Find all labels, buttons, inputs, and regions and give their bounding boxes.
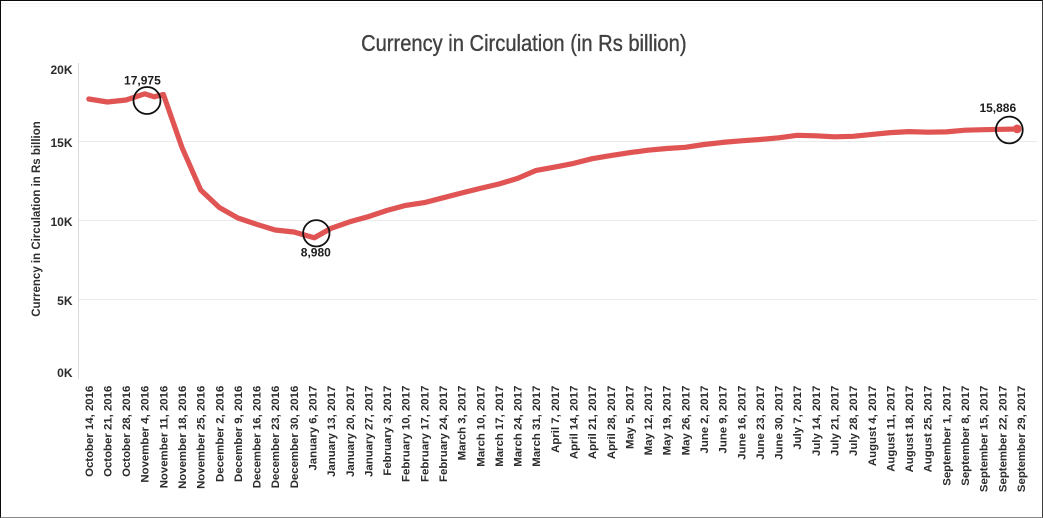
svg-text:October 14, 2016: October 14, 2016 [84, 386, 96, 477]
svg-text:August 11, 2017: August 11, 2017 [885, 386, 897, 472]
svg-text:April 14, 2017: April 14, 2017 [569, 386, 581, 459]
svg-text:May 12, 2017: May 12, 2017 [643, 386, 655, 456]
svg-text:November 25, 2016: November 25, 2016 [196, 386, 208, 489]
svg-text:November 18, 2016: November 18, 2016 [177, 386, 189, 489]
svg-text:April 21, 2017: April 21, 2017 [587, 386, 599, 459]
svg-text:February 24, 2017: February 24, 2017 [438, 386, 450, 482]
svg-text:July 7, 2017: July 7, 2017 [792, 386, 804, 450]
svg-text:17,975: 17,975 [124, 74, 161, 88]
svg-text:June 16, 2017: June 16, 2017 [736, 386, 748, 460]
svg-text:December 16, 2016: December 16, 2016 [252, 386, 264, 489]
svg-text:September 1, 2017: September 1, 2017 [941, 386, 953, 486]
svg-text:August 18, 2017: August 18, 2017 [904, 386, 916, 473]
svg-text:March 31, 2017: March 31, 2017 [531, 386, 543, 467]
svg-text:September 8, 2017: September 8, 2017 [960, 386, 972, 486]
svg-text:October 28, 2016: October 28, 2016 [121, 386, 133, 477]
svg-text:September 15, 2017: September 15, 2017 [979, 386, 991, 492]
svg-text:March 24, 2017: March 24, 2017 [513, 386, 525, 467]
svg-text:February 10, 2017: February 10, 2017 [401, 386, 413, 482]
svg-text:Currency in Circulation (in Rs: Currency in Circulation (in Rs billion) [361, 30, 686, 57]
svg-text:10K: 10K [50, 215, 72, 229]
svg-text:December 9, 2016: December 9, 2016 [233, 386, 245, 482]
svg-text:January 20, 2017: January 20, 2017 [345, 386, 357, 477]
svg-text:June 23, 2017: June 23, 2017 [755, 386, 767, 460]
svg-text:March 3, 2017: March 3, 2017 [457, 386, 469, 461]
svg-text:February 3, 2017: February 3, 2017 [382, 386, 394, 476]
svg-text:April 7, 2017: April 7, 2017 [550, 386, 562, 453]
svg-text:November 11, 2016: November 11, 2016 [158, 386, 170, 489]
svg-text:20K: 20K [50, 63, 72, 77]
svg-text:September 22, 2017: September 22, 2017 [997, 386, 1009, 492]
svg-text:October 21, 2016: October 21, 2016 [102, 386, 114, 477]
svg-text:June 30, 2017: June 30, 2017 [774, 386, 786, 460]
svg-text:0K: 0K [57, 366, 73, 380]
svg-text:July 28, 2017: July 28, 2017 [848, 386, 860, 456]
svg-text:July 14, 2017: July 14, 2017 [811, 386, 823, 456]
svg-text:15,886: 15,886 [979, 101, 1016, 115]
svg-text:August 25, 2017: August 25, 2017 [923, 386, 935, 473]
svg-text:15K: 15K [50, 136, 72, 150]
svg-text:August 4, 2017: August 4, 2017 [867, 386, 879, 466]
svg-text:March 17, 2017: March 17, 2017 [494, 386, 506, 467]
svg-text:May 5, 2017: May 5, 2017 [624, 386, 636, 449]
svg-text:June 2, 2017: June 2, 2017 [699, 386, 711, 454]
svg-text:8,980: 8,980 [301, 246, 331, 260]
svg-text:January 13, 2017: January 13, 2017 [326, 386, 338, 477]
svg-text:December 2, 2016: December 2, 2016 [214, 386, 226, 482]
svg-text:February 17, 2017: February 17, 2017 [419, 386, 431, 482]
svg-text:December 23, 2016: December 23, 2016 [270, 386, 282, 489]
svg-text:July 21, 2017: July 21, 2017 [830, 386, 842, 456]
svg-text:May 19, 2017: May 19, 2017 [662, 386, 674, 456]
svg-text:March 10, 2017: March 10, 2017 [475, 386, 487, 467]
svg-text:June 9, 2017: June 9, 2017 [718, 386, 730, 454]
svg-text:5K: 5K [57, 294, 73, 308]
svg-text:May 26, 2017: May 26, 2017 [680, 386, 692, 456]
svg-text:January 6, 2017: January 6, 2017 [308, 386, 320, 471]
svg-text:November 4, 2016: November 4, 2016 [140, 386, 152, 483]
svg-text:December 30, 2016: December 30, 2016 [289, 386, 301, 489]
svg-text:September 29, 2017: September 29, 2017 [1016, 386, 1028, 492]
svg-text:Currency in Circulation in Rs: Currency in Circulation in Rs billion [31, 121, 43, 317]
svg-text:January 27, 2017: January 27, 2017 [363, 386, 375, 477]
svg-text:April 28, 2017: April 28, 2017 [606, 386, 618, 459]
